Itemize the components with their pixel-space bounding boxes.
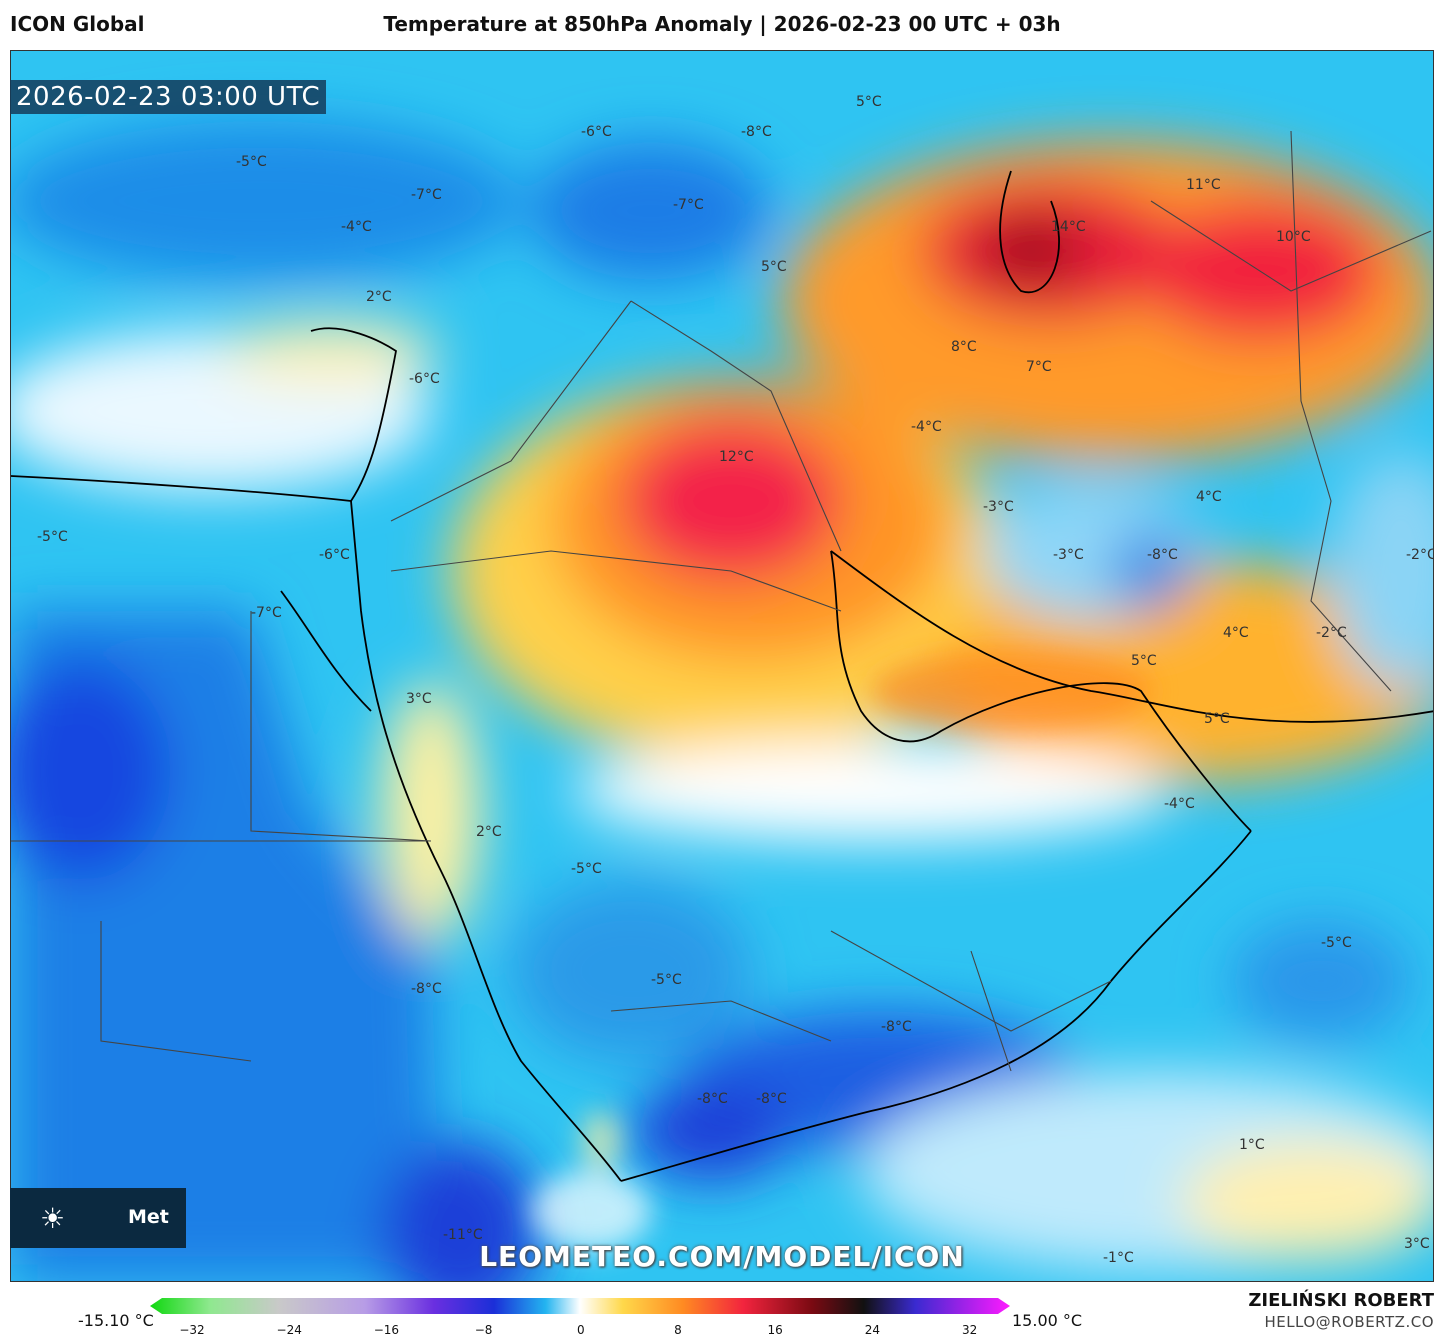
temperature-label: -3°C [983, 499, 1014, 515]
legend-tick: −32 [179, 1323, 205, 1337]
temperature-label: 2°C [476, 824, 502, 840]
sun-icon: ☀ [40, 1202, 66, 1235]
author-credit: ZIELIŃSKI ROBERT [1248, 1290, 1434, 1311]
temperature-label: 11°C [1186, 177, 1221, 193]
color-scale-bar [150, 1298, 1010, 1314]
legend-tick: 8 [674, 1323, 682, 1337]
legend-tick: −16 [373, 1323, 400, 1337]
temperature-label: -8°C [411, 981, 442, 997]
temperature-label: 5°C [856, 94, 882, 110]
legend-tick: −8 [474, 1323, 493, 1337]
temperature-label: -4°C [341, 219, 372, 235]
temperature-label: -5°C [37, 529, 68, 545]
temperature-label: -5°C [236, 154, 267, 170]
temperature-label: 12°C [719, 449, 754, 465]
temperature-label: -6°C [319, 547, 350, 563]
map-canvas: 5°C -6°C -8°C -5°C -7°C -4°C -7°C 2°C 5°C 14°C 11°… [11, 51, 1434, 1281]
temperature-label: 4°C [1223, 625, 1249, 641]
temperature-label: -3°C [1053, 547, 1084, 563]
temperature-label: 2°C [366, 289, 392, 305]
temperature-label: -7°C [411, 187, 442, 203]
legend-tick: 16 [767, 1323, 783, 1337]
field-detail [531, 651, 1151, 1251]
temperature-label: -2°C [1406, 547, 1434, 563]
temperature-label: -11°C [443, 1227, 483, 1243]
anomaly-map[interactable]: 5°C -6°C -8°C -5°C -7°C -4°C -7°C 2°C 5°C 14°C 11°… [10, 50, 1434, 1282]
temperature-label: -5°C [651, 972, 682, 988]
temperature-label: -8°C [697, 1091, 728, 1107]
legend-min-label: -15.10 °C [78, 1311, 154, 1330]
temperature-label: -7°C [673, 197, 704, 213]
temperature-label: -2°C [1316, 625, 1347, 641]
temperature-label: -8°C [756, 1091, 787, 1107]
temperature-label: -6°C [581, 124, 612, 140]
temperature-label: 5°C [761, 259, 787, 275]
temperature-label: 1°C [1239, 1137, 1265, 1153]
model-name: ICON Global [10, 12, 145, 36]
temperature-label: -4°C [911, 419, 942, 435]
temperature-label: -1°C [1103, 1250, 1134, 1266]
temperature-label: 5°C [1131, 653, 1157, 669]
temperature-labels: 5°C -6°C -8°C -5°C -7°C -4°C -7°C 2°C 5°C 14°C 11°… [37, 94, 1434, 1266]
temperature-label: -6°C [409, 371, 440, 387]
temperature-label: 5°C [1204, 711, 1230, 727]
temperature-label: -5°C [571, 861, 602, 877]
temperature-label: 7°C [1026, 359, 1052, 375]
logo-text: Met [128, 1206, 169, 1228]
temperature-label: 10°C [1276, 229, 1311, 245]
legend-tick: 32 [961, 1323, 978, 1337]
temperature-label: -5°C [1321, 935, 1352, 951]
temperature-label: -8°C [1147, 547, 1178, 563]
author-email[interactable]: HELLO@ROBERTZ.CO [1264, 1313, 1434, 1331]
temperature-label: -7°C [251, 605, 282, 621]
valid-time-stamp: 2026-02-23 03:00 UTC [10, 80, 327, 114]
legend-tick: 0 [576, 1323, 585, 1337]
temperature-label: -8°C [741, 124, 772, 140]
temperature-label: 3°C [406, 691, 432, 707]
temperature-label: 4°C [1196, 489, 1222, 505]
borders [11, 130, 1432, 1072]
temperature-label: -4°C [1164, 796, 1195, 812]
legend-tick: −24 [276, 1323, 302, 1337]
legend-max-label: 15.00 °C [1012, 1311, 1083, 1330]
map-title: Temperature at 850hPa Anomaly | 2026-02-… [383, 12, 1061, 36]
temperature-label: -8°C [881, 1019, 912, 1035]
temperature-label: 3°C [1404, 1236, 1430, 1252]
temperature-label: 8°C [951, 339, 977, 355]
legend-tick: 24 [864, 1323, 881, 1337]
coastlines [11, 170, 1433, 1182]
temperature-label: 14°C [1051, 219, 1086, 235]
logo-badge[interactable]: ☀ Met [10, 1188, 186, 1248]
watermark: LEOMETEO.COM/MODEL/ICON [479, 1240, 965, 1273]
